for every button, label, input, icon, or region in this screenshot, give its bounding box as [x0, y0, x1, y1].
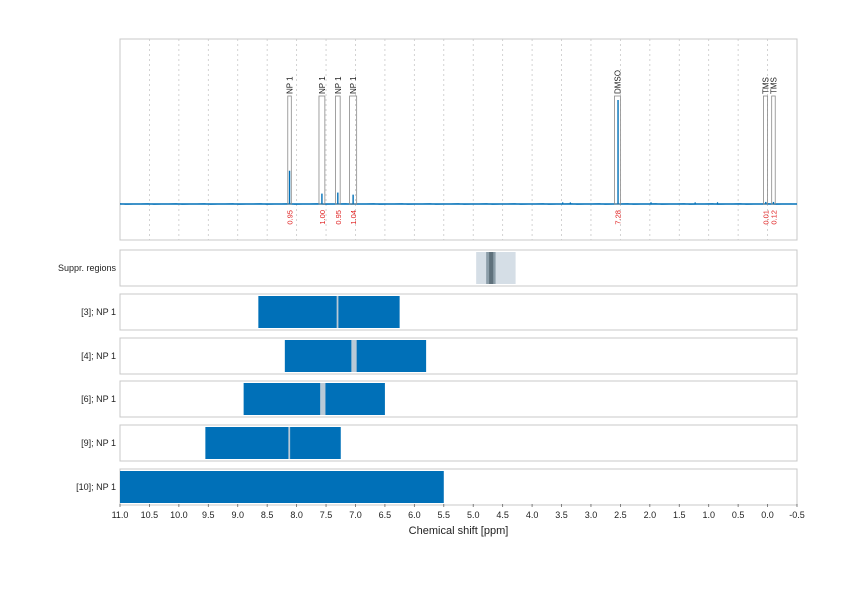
x-tick-label: 1.5 — [673, 510, 686, 520]
row-label: [10]; NP 1 — [76, 482, 116, 492]
x-tick-label: 7.5 — [320, 510, 333, 520]
integral-label: 1.04 — [349, 210, 358, 225]
x-axis: 11.0 10.5 10.0 9.5 9.0 8.5 8.0 7.5 7.0 6.5 6.0 5.5 5… — [112, 504, 805, 537]
peak-label: NP 1 — [286, 76, 295, 94]
region-row-frame — [119, 380, 798, 418]
x-tick-label: 10.5 — [141, 510, 159, 520]
row-label: [6]; NP 1 — [81, 394, 116, 404]
x-tick-label: 0.0 — [761, 510, 774, 520]
peak-label: TMS — [762, 77, 771, 94]
integral-label: 0.95 — [334, 210, 343, 225]
suppression-row: Suppr. regions — [58, 249, 798, 287]
x-tick-label: 9.0 — [231, 510, 244, 520]
row-label: [4]; NP 1 — [81, 351, 116, 361]
row-label: Suppr. regions — [58, 263, 117, 273]
region-row-frame — [119, 337, 798, 375]
region-row: [4]; NP 1 — [81, 337, 798, 375]
peak-label: NP 1 — [349, 76, 358, 94]
x-tick-label: 4.5 — [496, 510, 509, 520]
peak-label: NP 1 — [334, 76, 343, 94]
suppression-frame — [119, 249, 798, 287]
x-tick-label: 2.5 — [614, 510, 627, 520]
integral-label: 7.28 — [613, 210, 622, 225]
region-gap — [320, 383, 326, 415]
x-axis-label: Chemical shift [ppm] — [409, 525, 509, 537]
peak-label: NP 1 — [318, 76, 327, 94]
x-tick-label: 10.0 — [170, 510, 188, 520]
region-bar — [258, 296, 400, 328]
integral-label: 1.00 — [318, 210, 327, 225]
spectrum-panel: NP 1 0.95 NP 1 1.00 NP 1 0.95 NP 1 1.04 DMSO 7.28… — [119, 38, 798, 241]
integral-label: 0.01 — [762, 210, 771, 225]
spectrum-noise — [119, 203, 792, 205]
integral-label: 0.95 — [286, 210, 295, 225]
region-row: [9]; NP 1 — [81, 424, 798, 462]
x-tick-label: 4.0 — [526, 510, 539, 520]
x-tick-label: -0.5 — [789, 510, 805, 520]
x-tick-label: 6.0 — [408, 510, 421, 520]
region-gap — [288, 427, 291, 459]
spectrum-frame — [119, 38, 798, 241]
integral-label: 0.12 — [769, 210, 778, 225]
region-gap — [351, 340, 357, 372]
x-tick-label: 8.0 — [290, 510, 303, 520]
x-tick-label: 1.0 — [702, 510, 715, 520]
region-bar — [205, 427, 341, 459]
x-tick-label: 7.0 — [349, 510, 362, 520]
suppression-band — [476, 252, 516, 284]
x-tick-label: 11.0 — [112, 510, 129, 520]
peak-label: DMSO — [613, 70, 622, 94]
suppression-core — [489, 252, 494, 284]
region-row: [10]; NP 1 — [76, 468, 798, 506]
x-tick-label: 8.5 — [261, 510, 274, 520]
x-tick-label: 6.5 — [379, 510, 392, 520]
x-tick-label: 9.5 — [202, 510, 215, 520]
x-tick-label: 2.0 — [644, 510, 657, 520]
region-row: [6]; NP 1 — [81, 380, 798, 418]
row-label: [9]; NP 1 — [81, 438, 116, 448]
region-bar — [243, 383, 385, 415]
region-bar — [120, 471, 444, 503]
region-row-frame — [119, 293, 798, 331]
row-label: [3]; NP 1 — [81, 307, 116, 317]
x-tick-label: 3.0 — [585, 510, 598, 520]
region-row: [3]; NP 1 — [81, 293, 798, 331]
x-tick-label: 0.5 — [732, 510, 745, 520]
x-tick-label: 3.5 — [555, 510, 568, 520]
x-tick-label: 5.5 — [438, 510, 451, 520]
peak-label: TMS — [769, 77, 778, 94]
x-tick-label: 5.0 — [467, 510, 480, 520]
region-gap — [336, 296, 339, 328]
